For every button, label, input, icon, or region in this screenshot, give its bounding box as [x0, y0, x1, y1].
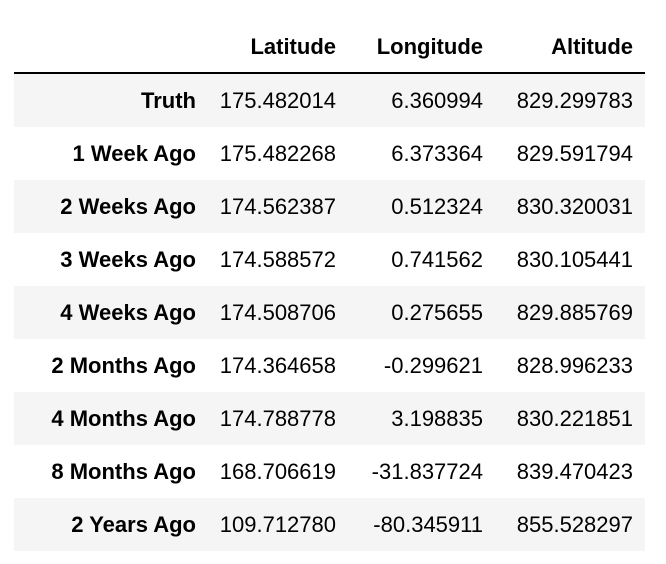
altitude-cell: 830.105441 — [516, 246, 633, 272]
table-row: 8 Months Ago 168.706619 -31.837724 839.4… — [14, 445, 645, 498]
data-table: Latitude Longitude Altitude Truth 175.48… — [14, 22, 645, 551]
latitude-cell: 175.482268 — [219, 140, 336, 166]
index-header — [14, 22, 196, 74]
altitude-cell: 829.591794 — [516, 140, 633, 166]
table-row: 1 Week Ago 175.482268 6.373364 829.59179… — [14, 127, 645, 180]
table-row: 4 Weeks Ago 174.508706 0.275655 829.8857… — [14, 286, 645, 339]
table-body: Truth 175.482014 6.360994 829.299783 1 W… — [14, 73, 645, 551]
altitude-cell: 830.320031 — [516, 193, 633, 219]
column-header-longitude: Longitude — [348, 22, 495, 74]
row-label: 8 Months Ago — [51, 458, 196, 484]
dataframe-container: Latitude Longitude Altitude Truth 175.48… — [14, 22, 645, 551]
longitude-cell: 6.373364 — [391, 140, 483, 166]
altitude-cell: 855.528297 — [516, 511, 633, 537]
longitude-cell: 0.741562 — [391, 246, 483, 272]
altitude-cell: 829.885769 — [516, 299, 633, 325]
longitude-cell: -31.837724 — [371, 458, 483, 484]
table-row: 3 Weeks Ago 174.588572 0.741562 830.1054… — [14, 233, 645, 286]
latitude-cell: 174.562387 — [219, 193, 336, 219]
longitude-cell: 6.360994 — [391, 87, 483, 113]
row-label: 2 Months Ago — [51, 352, 196, 378]
column-header-latitude: Latitude — [196, 22, 348, 74]
row-label: Truth — [141, 87, 196, 113]
longitude-cell: -0.299621 — [383, 352, 483, 378]
header-row: Latitude Longitude Altitude — [14, 22, 645, 74]
altitude-cell: 828.996233 — [516, 352, 633, 378]
latitude-cell: 174.588572 — [219, 246, 336, 272]
row-label: 2 Years Ago — [71, 511, 196, 537]
row-label: 2 Weeks Ago — [60, 193, 196, 219]
column-header-altitude: Altitude — [495, 22, 645, 74]
table-row: 2 Months Ago 174.364658 -0.299621 828.99… — [14, 339, 645, 392]
latitude-cell: 174.788778 — [219, 405, 336, 431]
row-label: 4 Weeks Ago — [60, 299, 196, 325]
altitude-cell: 829.299783 — [516, 87, 633, 113]
table-row: 2 Weeks Ago 174.562387 0.512324 830.3200… — [14, 180, 645, 233]
row-label: 1 Week Ago — [72, 140, 196, 166]
table-row: 4 Months Ago 174.788778 3.198835 830.221… — [14, 392, 645, 445]
longitude-cell: 3.198835 — [391, 405, 483, 431]
altitude-cell: 839.470423 — [516, 458, 633, 484]
row-label: 4 Months Ago — [51, 405, 196, 431]
longitude-cell: 0.512324 — [391, 193, 483, 219]
latitude-cell: 168.706619 — [219, 458, 336, 484]
table-row: 2 Years Ago 109.712780 -80.345911 855.52… — [14, 498, 645, 551]
altitude-cell: 830.221851 — [516, 405, 633, 431]
table-header: Latitude Longitude Altitude — [14, 22, 645, 74]
longitude-cell: -80.345911 — [373, 511, 483, 537]
latitude-cell: 175.482014 — [219, 87, 336, 113]
latitude-cell: 174.364658 — [219, 352, 336, 378]
longitude-cell: 0.275655 — [391, 299, 483, 325]
row-label: 3 Weeks Ago — [60, 246, 196, 272]
latitude-cell: 109.712780 — [219, 511, 336, 537]
table-row: Truth 175.482014 6.360994 829.299783 — [14, 73, 645, 127]
latitude-cell: 174.508706 — [219, 299, 336, 325]
